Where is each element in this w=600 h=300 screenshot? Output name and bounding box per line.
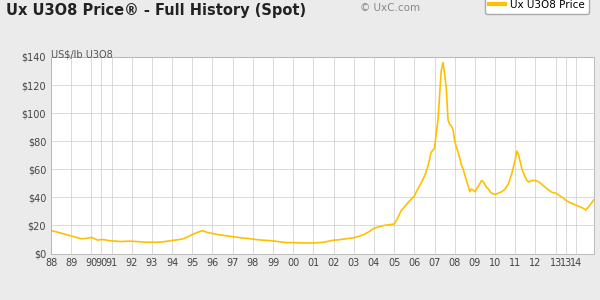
Text: US$/lb U3O8: US$/lb U3O8 (51, 50, 113, 59)
Text: Ux U3O8 Price® - Full History (Spot): Ux U3O8 Price® - Full History (Spot) (6, 3, 306, 18)
Legend: Ux U3O8 Price: Ux U3O8 Price (485, 0, 589, 14)
Text: © UxC.com: © UxC.com (360, 3, 420, 13)
